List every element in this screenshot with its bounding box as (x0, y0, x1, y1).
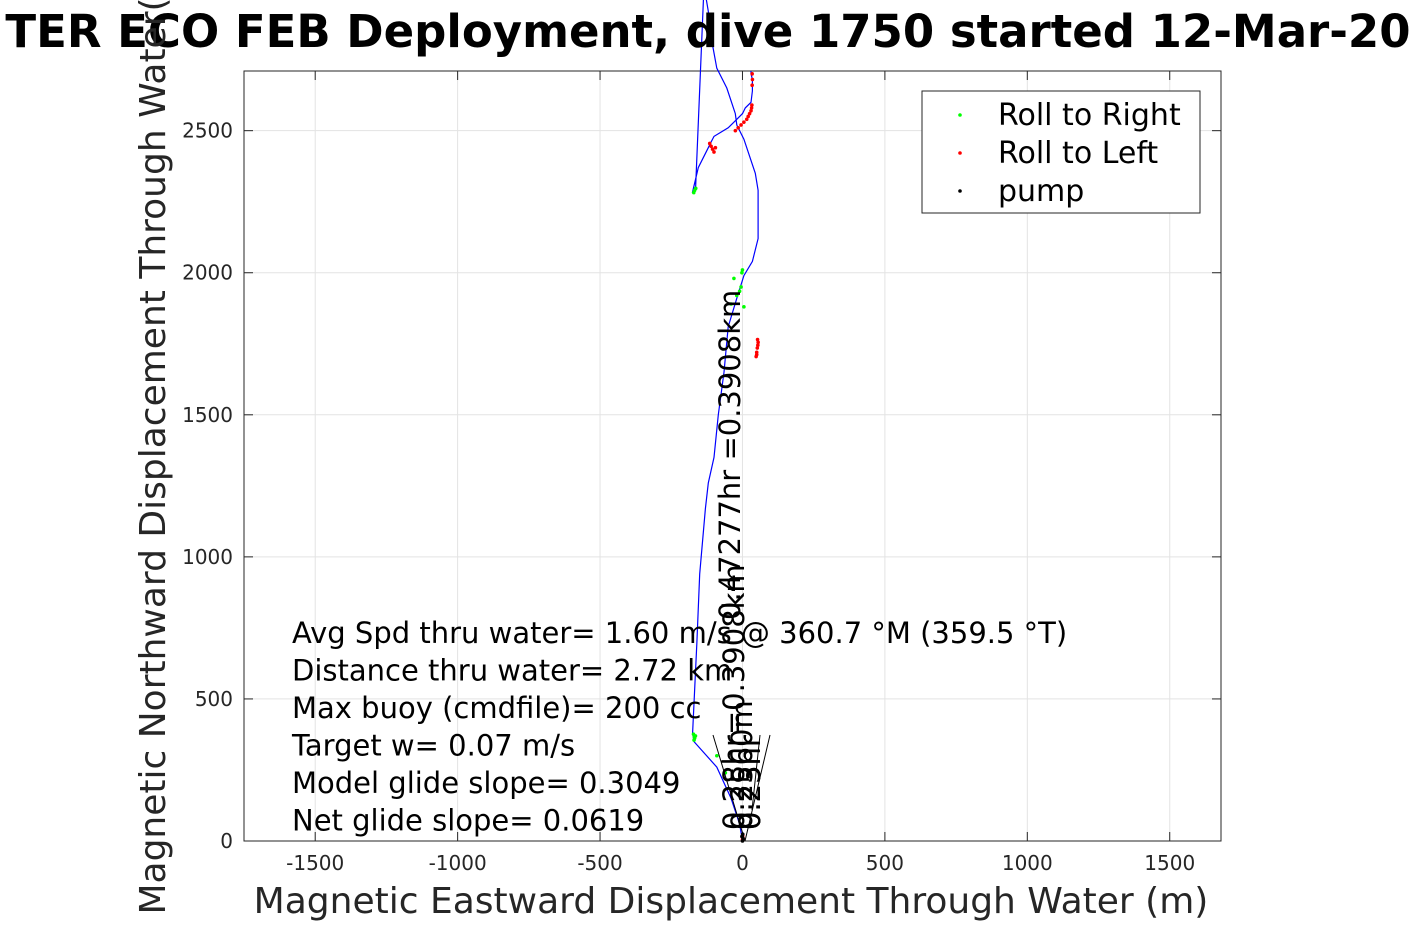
roll-to-left-point (733, 128, 738, 133)
wedge-line-left (712, 734, 746, 842)
roll-to-left-point (754, 352, 759, 357)
roll-to-right-point (737, 289, 742, 294)
x-tick-label: -500 (577, 851, 622, 875)
y-tick-label: 0 (220, 829, 233, 853)
x-tick-label: -1500 (286, 851, 344, 875)
y-tick-label: 500 (195, 687, 233, 711)
vertical-annotation: 0.47277hr =0.3908km (713, 290, 747, 620)
stats-line: Avg Spd thru water= 1.60 m/s @ 360.7 °M … (292, 616, 1067, 650)
annotation-wedge (712, 734, 771, 842)
stats-line: Target w= 0.07 m/s (291, 729, 575, 763)
roll-to-left-point (749, 106, 754, 110)
y-tick-label: 1000 (182, 545, 233, 569)
x-tick-label: -1000 (429, 851, 487, 875)
stats-line: Model glide slope= 0.3049 (292, 766, 680, 800)
roll-to-right-point (729, 302, 733, 306)
legend-box (921, 90, 1201, 214)
roll-to-left-point (713, 145, 718, 150)
stats-line: Max buoy (cmdfile)= 200 cc (292, 691, 701, 725)
legend-marker-roll-left (958, 151, 962, 155)
dive-track-line (691, 0, 759, 842)
stats-line: Distance thru water= 2.72 km (292, 654, 732, 688)
roll-to-left-point (756, 343, 760, 347)
roll-to-left-point (755, 337, 760, 342)
roll-to-left-point (756, 340, 760, 345)
legend: Roll to Right Roll to Left pump (921, 90, 1201, 214)
roll-to-left-point (710, 147, 715, 151)
y-tick-label: 1500 (182, 403, 233, 427)
legend-label-roll-right: Roll to Right (998, 98, 1181, 133)
roll-to-left-point (739, 123, 743, 127)
roll-to-left-point (707, 141, 712, 146)
y-tick-label: 2500 (182, 119, 233, 143)
roll-to-right-point (732, 276, 736, 281)
roll-to-right-point (742, 305, 746, 309)
axes-frame (243, 70, 1222, 842)
roll-to-left-point (750, 77, 755, 82)
x-tick-label: 1000 (1002, 851, 1053, 875)
roll-to-left-point (736, 126, 740, 130)
roll-to-right-point (740, 270, 744, 275)
roll-to-right-point (692, 734, 697, 739)
roll-to-left-point (744, 117, 749, 122)
wedge-line-mid (751, 734, 761, 811)
roll-to-left-point (712, 150, 716, 154)
roll-to-left-point (747, 111, 752, 116)
roll-to-left-point (755, 346, 760, 350)
chart-title: TER ECO FEB Deployment, dive 1750 starte… (5, 5, 1410, 58)
roll-to-right-point (691, 190, 696, 195)
track-layer (691, 0, 759, 842)
roll-to-right-point (693, 186, 698, 191)
roll-to-left-point (746, 114, 750, 119)
wedge-line-right (744, 734, 771, 842)
roll-to-left-point (750, 83, 754, 88)
roll-to-right-point (740, 268, 745, 272)
legend-label-pump: pump (998, 174, 1084, 209)
legend-marker-pump (958, 189, 962, 193)
y-axis-label: Magnetic Northward Displacement Through … (133, 0, 174, 915)
legend-marker-roll-right (958, 113, 962, 117)
x-axis-label: Magnetic Eastward Displacement Through W… (254, 881, 1209, 922)
vertical-annotation: 0.25hr (733, 735, 767, 830)
x-tick-label: 1500 (1144, 851, 1195, 875)
roll-to-left-point (749, 108, 753, 113)
roll-to-right-point (715, 753, 719, 758)
vertical-annotation: 0.2560m (725, 700, 759, 830)
axis-ticks (244, 71, 1221, 842)
vertical-annotation: 0.28hr=0.3908km (717, 564, 751, 830)
y-tick-labels: 0 500 1000 1500 2000 2500 (182, 119, 233, 853)
x-tick-label: 500 (866, 851, 904, 875)
roll-to-right-point (734, 293, 739, 298)
legend-label-roll-left: Roll to Left (998, 136, 1158, 171)
roll-to-right-point (739, 285, 743, 289)
x-tick-labels: -1500 -1000 -500 0 500 1000 1500 (286, 851, 1195, 875)
vertical-annotation: 0.23hr (733, 735, 767, 830)
roll-to-left-point (709, 144, 713, 149)
roll-to-left-point (750, 103, 754, 107)
stats-line: Net glide slope= 0.0619 (292, 804, 644, 838)
roll-to-left-point (742, 120, 746, 124)
roll-to-left-point (750, 72, 754, 76)
y-tick-label: 2000 (182, 261, 233, 285)
x-tick-label: 0 (736, 851, 749, 875)
dive-stats-block: Avg Spd thru water= 1.60 m/s @ 360.7 °M … (291, 616, 1067, 838)
